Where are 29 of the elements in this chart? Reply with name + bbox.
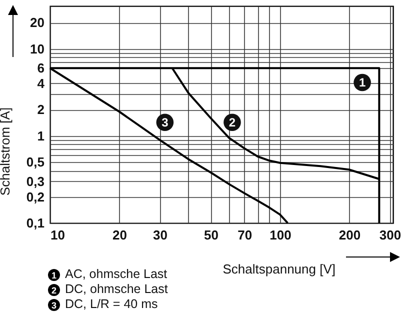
y-tick-label: 2 (37, 102, 44, 118)
y-tick-label: 6 (37, 60, 44, 76)
numbered-circle-icon: 3 (48, 298, 60, 310)
annotation: 1 (358, 76, 366, 90)
x-tick-label: 30 (153, 228, 168, 242)
legend-label: AC, ohmsche Last (65, 267, 168, 282)
y-tick-label: 1 (37, 128, 44, 144)
x-tick-label: 10 (50, 228, 65, 242)
numbered-circle-icon: 2 (48, 284, 60, 296)
annotation: 3 (162, 115, 169, 130)
y-axis-title: Schaltstrom [A] (0, 107, 12, 196)
x-tick-label: 50 (204, 228, 218, 242)
x-tick-label: 100 (270, 228, 292, 242)
y-tick-label: 20 (30, 15, 44, 30)
x-tick-label: 70 (238, 228, 252, 242)
annotation: 2 (228, 115, 236, 130)
legend-label: DC, L/R = 40 ms (65, 297, 158, 312)
x-tick-label: 300 (379, 228, 402, 242)
x-axis-title: Schaltspannung [V] (222, 262, 336, 276)
x-tick-label: 20 (112, 228, 127, 242)
numbered-circle-icon: 1 (48, 268, 60, 280)
y-tick-label: 10 (30, 41, 44, 56)
y-tick-label: 0,1 (26, 216, 44, 230)
y-tick-label: 0,2 (26, 189, 44, 204)
y-tick-label: 0,5 (26, 154, 44, 170)
y-tick-label: 4 (37, 76, 46, 91)
legend-label: DC, ohmsche Last (65, 282, 168, 297)
x-tick-label: 200 (338, 228, 361, 242)
y-tick-label: 0,3 (26, 174, 44, 189)
